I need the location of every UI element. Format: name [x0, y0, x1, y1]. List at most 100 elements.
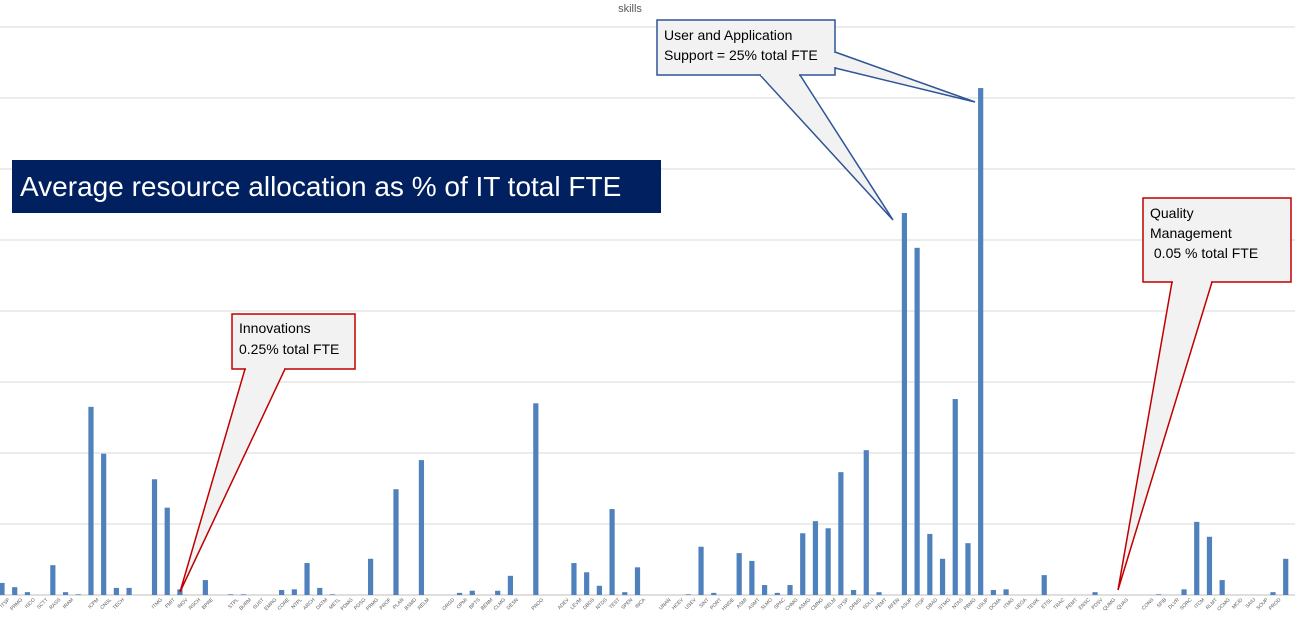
x-tick-label: RFEN	[887, 597, 901, 611]
bar	[698, 546, 704, 595]
bar	[177, 589, 183, 595]
bar	[228, 594, 234, 595]
bar	[62, 592, 69, 595]
x-tick-label: PROG	[531, 597, 546, 612]
bar	[393, 489, 399, 595]
x-tick-label: PBMG	[963, 597, 978, 612]
chart-title: skills	[618, 3, 642, 15]
bar	[1181, 589, 1187, 595]
x-tick-label: ORGD	[441, 597, 456, 612]
x-tick-label: CMNG	[810, 597, 825, 612]
bar	[1219, 580, 1225, 595]
bar	[1003, 589, 1009, 595]
bar	[634, 567, 641, 595]
bar	[507, 575, 513, 595]
x-tick-label: ADEV	[557, 597, 571, 611]
callout-text: User and Application	[664, 27, 792, 43]
bar	[800, 533, 806, 595]
x-tick-label: ASUP	[900, 597, 914, 611]
x-tick-label: TRAC	[1052, 597, 1066, 611]
x-tick-label: TEST	[608, 597, 621, 610]
x-tick-label: EMRG	[263, 597, 278, 612]
x-tick-label: SOLU	[862, 597, 876, 611]
bar	[240, 594, 247, 595]
x-tick-label: USEV	[684, 597, 698, 611]
bar	[1283, 558, 1289, 595]
bar	[850, 590, 857, 595]
x-tick-label: PEMT	[874, 597, 888, 611]
grid	[0, 26, 1295, 596]
x-tick-label: RASS	[48, 597, 62, 611]
x-tick-label: IRAM	[62, 597, 75, 610]
callout-text: 0.05 % total FTE	[1150, 245, 1258, 261]
bar	[304, 563, 310, 595]
x-tick-label: LEVM	[569, 597, 583, 611]
x-tick-label: PROD	[1268, 597, 1283, 612]
callout-text: Quality	[1150, 205, 1194, 221]
x-tick-label: ICPM	[87, 597, 100, 610]
bar	[1194, 521, 1200, 595]
banner: Average resource allocation as % of IT t…	[20, 171, 621, 202]
bar	[838, 472, 844, 595]
bar	[126, 587, 132, 595]
callout-text: Support = 25% total FTE	[664, 47, 818, 63]
x-tick-label: CLMG	[493, 597, 508, 612]
bar	[0, 582, 5, 595]
bar	[12, 587, 18, 595]
bar	[990, 590, 996, 595]
callout-pointer	[758, 74, 894, 221]
x-tick-label: TECH	[112, 597, 126, 611]
x-tick-label: HCEV	[671, 597, 686, 612]
callout-pointer	[179, 368, 287, 593]
x-tick-label: QUMG	[1102, 597, 1117, 612]
bar	[1041, 575, 1047, 595]
x-tick-label: TEWK	[1026, 597, 1041, 612]
bar	[1206, 536, 1213, 595]
bar	[609, 509, 615, 595]
x-tick-label: BURM	[238, 597, 253, 612]
bar	[469, 590, 475, 595]
banner-box	[12, 160, 661, 213]
x-tick-label: PRMG	[9, 597, 24, 612]
x-tick-label: INCA	[634, 597, 647, 610]
x-tick-label: PDMG	[340, 597, 355, 612]
x-tick-label: FMIT	[164, 597, 176, 609]
x-tick-label: BSMD	[404, 597, 419, 612]
callout-box	[656, 19, 836, 76]
x-tick-label: ISCO	[24, 597, 37, 610]
x-tick-label: RELM	[823, 597, 837, 611]
x-tick-label: PROF	[379, 597, 393, 611]
x-tick-label: PDSG	[353, 597, 367, 611]
x-tick-label: DBDS	[582, 597, 597, 612]
x-tick-label: HWDE	[721, 597, 737, 613]
bar	[978, 88, 984, 595]
bar	[736, 553, 742, 595]
x-tick-label: DCMA	[988, 597, 1003, 612]
bar	[101, 453, 107, 595]
x-tick-label: PRMG	[365, 597, 380, 612]
x-tick-label: PEMT	[1065, 597, 1079, 611]
bar	[418, 460, 425, 595]
x-tick-label: SOUP	[1255, 597, 1270, 612]
x-tick-label: OCMG	[1216, 597, 1231, 612]
bar	[533, 403, 539, 595]
bar	[927, 533, 933, 595]
x-tick-label: OPMI	[456, 597, 469, 610]
callout-text: Management	[1150, 225, 1232, 241]
bar	[1092, 592, 1098, 595]
bar	[787, 585, 793, 595]
bar	[151, 479, 158, 595]
x-tick-label: DATM	[315, 597, 329, 611]
bar	[329, 594, 336, 595]
x-tick-label: ASMI	[736, 597, 749, 610]
callout-pointer	[834, 50, 976, 103]
bar	[711, 592, 717, 595]
x-tick-label: ASMG	[797, 597, 812, 612]
bar	[901, 213, 908, 595]
x-tick-label: CNSL	[99, 597, 113, 611]
bar	[825, 528, 831, 595]
bar	[939, 558, 946, 595]
x-tick-label: SPEN	[620, 597, 634, 611]
